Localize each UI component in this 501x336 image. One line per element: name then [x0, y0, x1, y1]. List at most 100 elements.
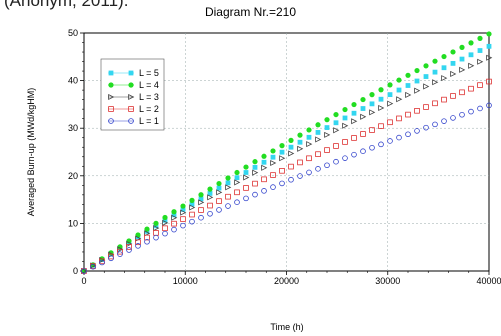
- legend-label: L = 2: [139, 104, 159, 114]
- data-point: [207, 194, 214, 201]
- data-point: [216, 207, 222, 213]
- data-point: [477, 48, 483, 53]
- data-point: [135, 232, 141, 238]
- data-point: [270, 172, 276, 178]
- data-point: [333, 127, 340, 134]
- legend-marker: [108, 82, 114, 88]
- data-point: [423, 63, 429, 69]
- data-point: [396, 96, 403, 103]
- data-point: [216, 189, 223, 196]
- data-point: [99, 259, 105, 266]
- data-point: [387, 100, 394, 107]
- data-point: [306, 127, 312, 133]
- data-point: [315, 136, 322, 143]
- data-point: [369, 92, 375, 98]
- data-point: [324, 147, 330, 153]
- legend-marker: [128, 93, 135, 101]
- data-point: [180, 209, 187, 216]
- data-point: [378, 87, 384, 93]
- data-point: [360, 113, 367, 120]
- data-point: [270, 154, 276, 160]
- data-point: [450, 115, 456, 121]
- x-tick-label: 10000: [173, 276, 198, 286]
- data-point: [405, 111, 411, 118]
- legend-marker: [108, 118, 114, 124]
- series-l1: [81, 102, 492, 274]
- data-point: [171, 214, 178, 221]
- data-point: [189, 211, 195, 218]
- data-point: [306, 141, 313, 148]
- data-point: [315, 130, 321, 135]
- data-point: [153, 220, 159, 226]
- data-point: [243, 170, 249, 175]
- data-point: [225, 184, 232, 191]
- data-point: [252, 169, 259, 176]
- data-point: [189, 218, 195, 225]
- data-point: [261, 159, 267, 165]
- data-point: [351, 135, 357, 141]
- x-axis-label: Time (h): [270, 322, 303, 332]
- data-point: [369, 101, 375, 107]
- data-point: [243, 164, 249, 170]
- data-point: [369, 127, 375, 133]
- data-point: [126, 247, 132, 253]
- data-point: [162, 214, 168, 221]
- data-point: [270, 184, 276, 190]
- data-point: [198, 192, 204, 198]
- data-point: [171, 212, 177, 218]
- data-point: [468, 40, 474, 46]
- data-point: [144, 230, 151, 237]
- data-point: [486, 78, 492, 85]
- data-point: [459, 89, 465, 96]
- data-point: [396, 115, 402, 122]
- legend-label: L = 3: [139, 92, 159, 102]
- data-point: [432, 100, 438, 107]
- data-point: [297, 159, 303, 166]
- data-point: [342, 106, 348, 113]
- series-group: [81, 31, 493, 275]
- data-point: [189, 201, 195, 207]
- data-point: [405, 83, 411, 88]
- data-point: [306, 134, 312, 140]
- data-point: [162, 217, 168, 223]
- data-point: [468, 52, 474, 58]
- data-point: [126, 240, 133, 247]
- data-point: [378, 123, 384, 129]
- data-point: [81, 268, 87, 274]
- tick-labels: 0 10000 20000 30000 40000 0 10 20 30 40 50: [68, 28, 501, 286]
- data-point: [432, 58, 438, 64]
- data-point: [261, 164, 268, 171]
- data-point: [162, 225, 168, 232]
- data-point: [108, 253, 114, 260]
- data-point: [423, 104, 429, 110]
- data-point: [432, 69, 438, 75]
- data-point: [225, 175, 231, 181]
- data-point: [279, 168, 285, 174]
- data-point: [387, 82, 393, 88]
- data-point: [117, 244, 123, 250]
- data-point: [234, 179, 241, 186]
- data-point: [360, 106, 366, 111]
- data-point: [234, 189, 240, 196]
- data-point: [468, 85, 474, 92]
- data-point: [216, 180, 222, 187]
- data-point: [459, 111, 465, 118]
- data-point: [477, 35, 483, 41]
- data-point: [216, 185, 222, 191]
- data-point: [405, 91, 412, 98]
- data-point: [117, 248, 123, 255]
- data-point: [486, 43, 492, 49]
- data-point: [180, 203, 186, 209]
- data-point: [198, 214, 204, 221]
- data-point: [432, 79, 439, 86]
- data-point: [243, 185, 249, 191]
- data-point: [486, 31, 492, 37]
- data-point: [252, 159, 258, 165]
- data-point: [135, 239, 141, 246]
- data-point: [486, 102, 492, 109]
- data-point: [450, 49, 456, 55]
- x-tick-label: 40000: [476, 276, 501, 286]
- data-point: [207, 210, 213, 217]
- data-point: [279, 180, 285, 187]
- data-point: [90, 263, 96, 270]
